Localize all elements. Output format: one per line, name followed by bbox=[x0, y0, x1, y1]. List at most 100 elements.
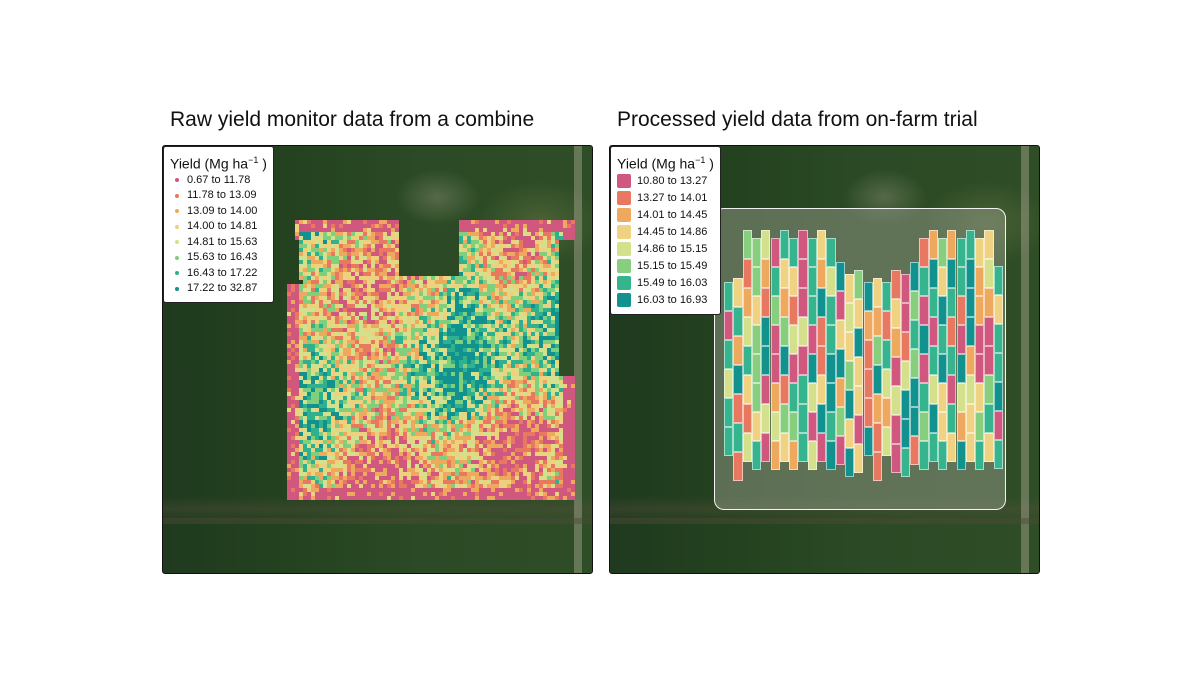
processed-legend: Yield (Mg ha−1 ) 10.80 to 13.27 13.27 to … bbox=[610, 146, 721, 315]
plot-cell bbox=[817, 346, 827, 375]
legend-dot-icon bbox=[175, 224, 179, 229]
plot-cell bbox=[937, 325, 948, 354]
plot-cell bbox=[947, 288, 957, 317]
plot-cell bbox=[807, 296, 817, 325]
plot-cell bbox=[993, 440, 1003, 469]
plot-cell bbox=[947, 433, 957, 462]
plot-cell bbox=[882, 398, 892, 427]
legend-dot-icon bbox=[175, 240, 179, 245]
plot-cell bbox=[807, 412, 817, 441]
raw-yield-panel: Raw yield monitor data from a combine Yi… bbox=[162, 104, 593, 574]
plot-cell bbox=[742, 375, 752, 404]
plot-cell bbox=[798, 375, 808, 404]
plot-cell bbox=[854, 444, 864, 473]
plot-cell bbox=[993, 266, 1003, 295]
legend-label: 14.86 to 15.15 bbox=[637, 243, 708, 256]
plot-cell bbox=[863, 340, 873, 369]
plot-cell bbox=[807, 238, 817, 267]
plot-cell bbox=[798, 433, 808, 462]
plot-cell bbox=[984, 259, 994, 288]
plot-cell bbox=[733, 423, 743, 452]
plot-cell bbox=[984, 288, 994, 317]
plot-cell bbox=[817, 404, 827, 433]
plot-cell bbox=[872, 278, 883, 307]
legend-item: 17.22 to 32.87 bbox=[170, 281, 267, 297]
plot-cell bbox=[724, 340, 734, 369]
plot-cell bbox=[835, 320, 845, 349]
plot-cell bbox=[910, 262, 920, 291]
plot-cell bbox=[910, 349, 920, 378]
plot-cell bbox=[872, 336, 883, 365]
plot-cell bbox=[900, 390, 910, 419]
plot-cell bbox=[798, 259, 808, 288]
plot-cell bbox=[872, 394, 883, 423]
plot-cell bbox=[993, 382, 1003, 411]
plot-cell bbox=[789, 267, 799, 296]
plot-cell bbox=[742, 317, 752, 346]
plot-cell bbox=[770, 383, 780, 412]
legend-label: 15.15 to 15.49 bbox=[637, 260, 708, 273]
plot-cell bbox=[724, 398, 734, 427]
plot-cell bbox=[761, 317, 771, 346]
legend-item: 11.78 to 13.09 bbox=[170, 188, 267, 204]
plot-cell bbox=[872, 365, 883, 394]
legend-swatch-icon bbox=[617, 259, 631, 274]
plot-cell bbox=[826, 354, 836, 383]
plot-cell bbox=[817, 259, 827, 288]
legend-item: 15.63 to 16.43 bbox=[170, 250, 267, 266]
plot-cell bbox=[826, 412, 836, 441]
plot-cell bbox=[965, 230, 976, 259]
legend-title: Yield (Mg ha−1 ) bbox=[170, 155, 267, 172]
legend-item: 15.49 to 16.03 bbox=[617, 275, 714, 292]
plot-cell bbox=[835, 407, 845, 436]
plot-cell bbox=[798, 317, 808, 346]
plot-cell bbox=[919, 383, 929, 412]
raw-legend: Yield (Mg ha−1 ) 0.67 to 11.78 11.78 to 1… bbox=[163, 146, 274, 303]
plot-cell bbox=[770, 412, 780, 441]
plot-cell bbox=[835, 436, 845, 465]
plot-cell bbox=[928, 346, 938, 375]
plot-cell bbox=[891, 299, 901, 328]
plot-cell bbox=[965, 317, 976, 346]
legend-swatch-icon bbox=[617, 293, 631, 308]
plot-cell bbox=[928, 288, 938, 317]
plot-cell bbox=[789, 296, 799, 325]
plot-cell bbox=[844, 332, 855, 361]
plot-cell bbox=[779, 346, 790, 375]
plot-cell bbox=[770, 325, 780, 354]
plot-cell bbox=[984, 317, 994, 346]
plot-cell bbox=[854, 415, 864, 444]
plot-cell bbox=[993, 411, 1003, 440]
plot-cell bbox=[956, 296, 966, 325]
plot-cell bbox=[975, 267, 985, 296]
legend-item: 14.45 to 14.86 bbox=[617, 224, 714, 241]
plot-cell bbox=[910, 291, 920, 320]
plot-cell bbox=[835, 262, 845, 291]
plot-cell bbox=[937, 412, 948, 441]
plot-cell bbox=[919, 267, 929, 296]
plot-cell bbox=[844, 448, 855, 477]
plot-cell bbox=[900, 303, 910, 332]
plot-cell bbox=[724, 427, 734, 456]
legend-label: 13.09 to 14.00 bbox=[187, 204, 258, 217]
plot-cell bbox=[826, 441, 836, 470]
plot-cell bbox=[928, 230, 938, 259]
legend-item: 14.01 to 14.45 bbox=[617, 207, 714, 224]
plot-cell bbox=[900, 419, 910, 448]
plot-cell bbox=[891, 328, 901, 357]
legend-label: 0.67 to 11.78 bbox=[187, 173, 251, 186]
plot-cell bbox=[724, 311, 734, 340]
processed-yield-map: Yield (Mg ha−1 ) 10.80 to 13.27 13.27 to … bbox=[609, 145, 1040, 574]
legend-label: 15.63 to 16.43 bbox=[187, 251, 258, 264]
plot-cell bbox=[919, 441, 929, 470]
plot-cell bbox=[965, 433, 976, 462]
plot-cell bbox=[742, 230, 752, 259]
plot-cell bbox=[761, 259, 771, 288]
plot-cell bbox=[975, 296, 985, 325]
plot-cell bbox=[826, 238, 836, 267]
plot-cell bbox=[882, 282, 892, 311]
plot-cell bbox=[854, 357, 864, 386]
plot-cell bbox=[733, 452, 743, 481]
legend-label: 14.45 to 14.86 bbox=[637, 226, 708, 239]
plot-cell bbox=[928, 375, 938, 404]
